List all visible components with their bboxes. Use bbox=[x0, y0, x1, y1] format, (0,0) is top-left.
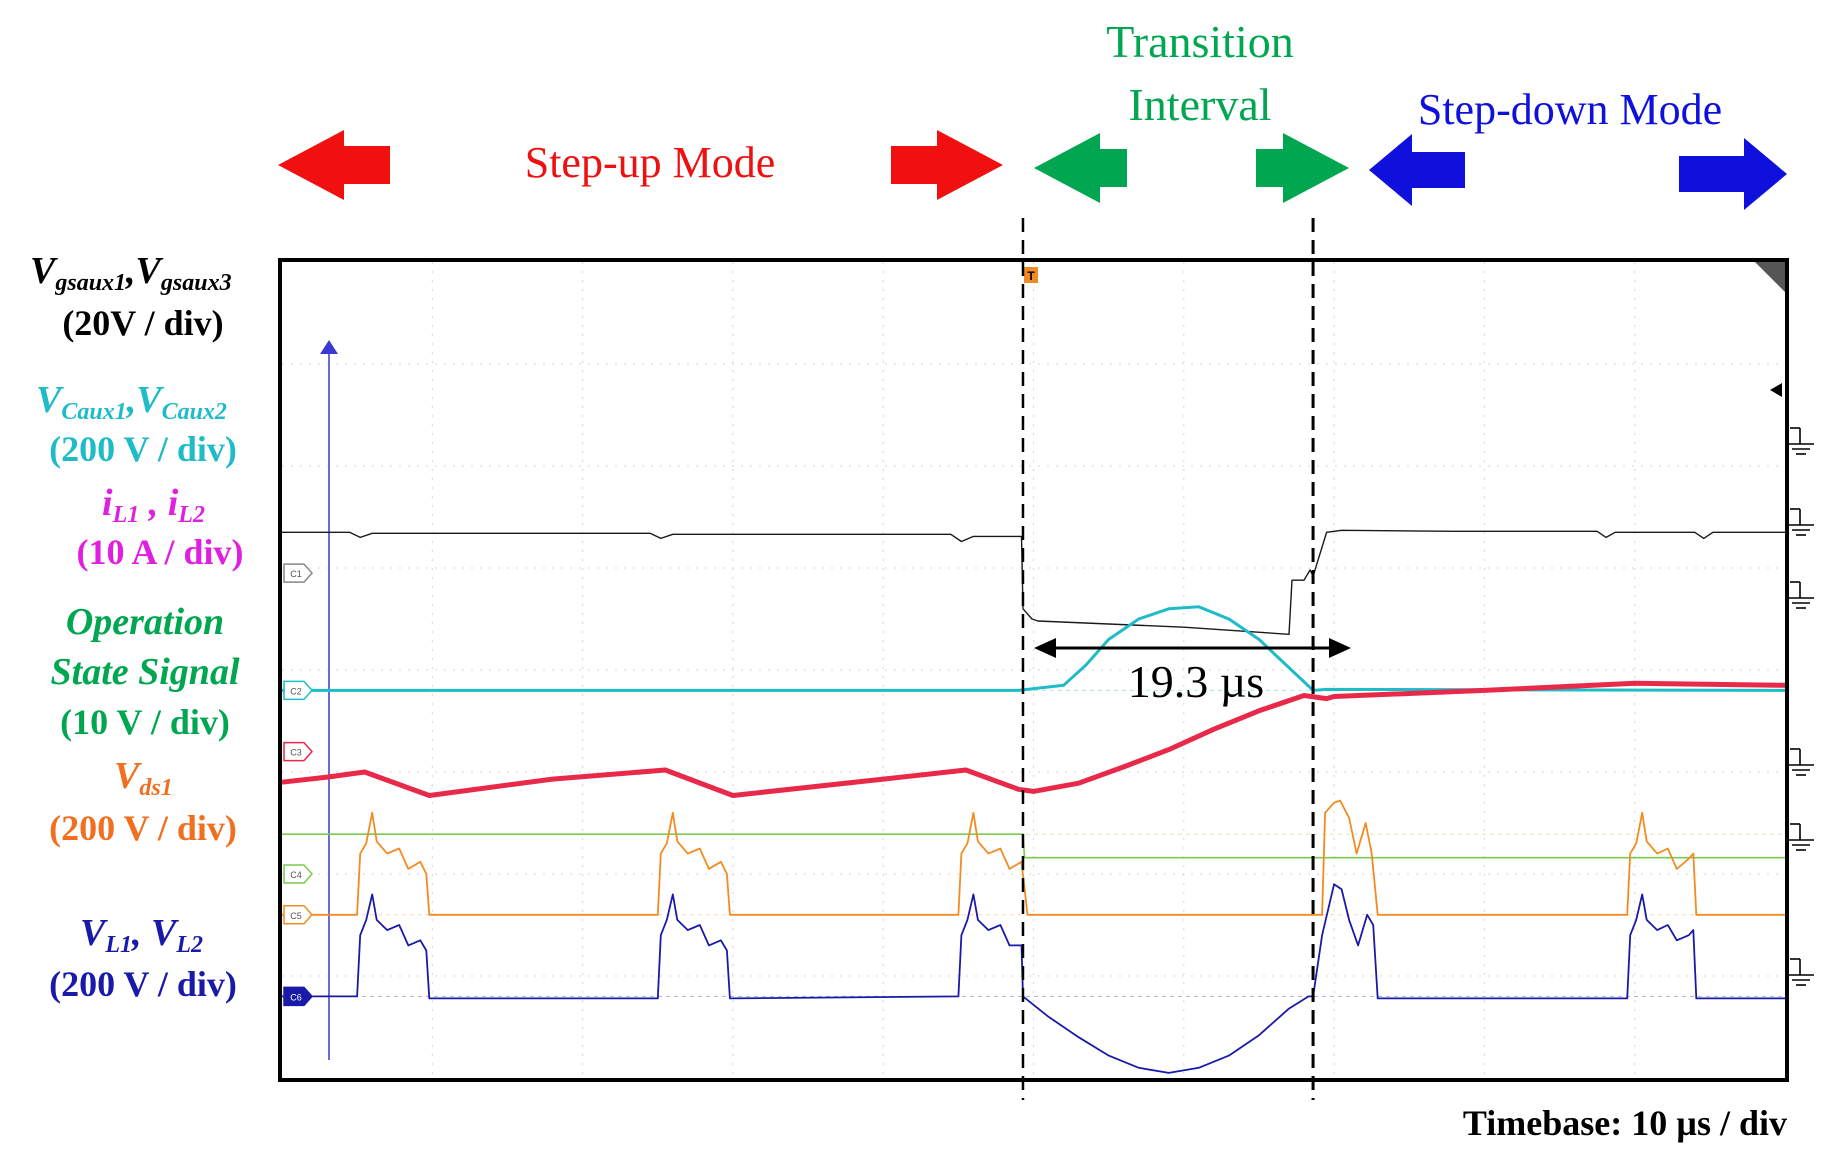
step-down-left-arrow-icon bbox=[1369, 134, 1465, 206]
duration-left-arrowhead-icon bbox=[1034, 638, 1056, 658]
step-up-left-arrow-icon bbox=[278, 130, 390, 200]
label-vcaux-line1: VCaux1,VCaux2 bbox=[36, 379, 227, 425]
step-up-mode-label: Step-up Mode bbox=[525, 138, 776, 187]
screen-corner-mark-icon bbox=[1755, 262, 1785, 292]
label-vl-scale: (200 V / div) bbox=[49, 964, 237, 1004]
trace-vds1 bbox=[282, 799, 1785, 916]
channel-marker-text: C1 bbox=[290, 569, 302, 579]
ground-markers bbox=[1788, 427, 1814, 986]
label-il-line1: iL1 , iL2 bbox=[102, 482, 205, 528]
channel-marker-c6: C6 bbox=[283, 986, 314, 1007]
trace-vcaux1-vcaux2 bbox=[282, 605, 1786, 692]
label-il-scale: (10 A / div) bbox=[76, 532, 243, 572]
ground-icon bbox=[1788, 581, 1814, 609]
channel-marker-shape bbox=[283, 680, 314, 701]
duration-right-arrowhead-icon bbox=[1329, 638, 1351, 658]
duration-label: 19.3 µs bbox=[1128, 656, 1264, 707]
label-vgs-line1: Vgsaux1,Vgsaux3 bbox=[30, 250, 232, 296]
scope-screen bbox=[278, 258, 1789, 1082]
channel-marker-c3: C3 bbox=[283, 741, 314, 762]
channel-marker-text: C6 bbox=[290, 992, 302, 1002]
channel-marker-c4: C4 bbox=[283, 864, 314, 884]
mode-header: Step-up Mode Transition Interval Step-do… bbox=[278, 16, 1787, 210]
timebase-label: Timebase: 10 µs / div bbox=[1463, 1103, 1787, 1143]
channel-markers: C1 C2 C3 C4 C5 C6 bbox=[283, 563, 314, 1007]
label-op-line1: Operation bbox=[66, 601, 224, 643]
trace-vgsaux1-vgsaux3 bbox=[282, 529, 1785, 635]
scope-grid bbox=[282, 262, 1785, 1078]
ground-icon bbox=[1788, 958, 1814, 986]
duration-measurement: 19.3 µs bbox=[1034, 638, 1351, 707]
trigger-marker: T bbox=[1024, 267, 1038, 283]
trigger-level-arrow-icon bbox=[1770, 383, 1782, 397]
channel-marker-text: C2 bbox=[290, 686, 302, 696]
channel-labels: Vgsaux1,Vgsaux3 (20V / div) VCaux1,VCaux… bbox=[30, 250, 244, 1004]
channel-marker-c1: C1 bbox=[283, 563, 314, 583]
label-op-line2: State Signal bbox=[51, 651, 240, 693]
channel-marker-c5: C5 bbox=[283, 905, 314, 925]
channel-marker-c2: C2 bbox=[283, 680, 314, 701]
transition-left-arrow-icon bbox=[1034, 133, 1127, 203]
cursor-arrow-icon bbox=[320, 340, 338, 354]
label-vds-line1: Vds1 bbox=[114, 755, 173, 801]
transition-right-arrow-icon bbox=[1256, 133, 1349, 203]
channel-marker-shape bbox=[283, 741, 314, 762]
channel-marker-text: C3 bbox=[290, 748, 302, 758]
label-op-scale: (10 V / div) bbox=[60, 702, 230, 742]
label-vgs-scale: (20V / div) bbox=[62, 303, 223, 343]
channel-marker-text: C5 bbox=[290, 911, 302, 921]
plot-area: T C1 C2 C3 C4 C5 C6 bbox=[278, 258, 1814, 1082]
transition-label-line1: Transition bbox=[1106, 16, 1293, 67]
label-vcaux-scale: (200 V / div) bbox=[49, 429, 237, 469]
step-down-right-arrow-icon bbox=[1679, 138, 1787, 210]
channel-marker-text: C4 bbox=[290, 870, 302, 880]
step-down-mode-label: Step-down Mode bbox=[1418, 85, 1722, 134]
step-up-right-arrow-icon bbox=[891, 130, 1003, 200]
ground-icon bbox=[1788, 823, 1814, 851]
trigger-marker-text: T bbox=[1027, 269, 1035, 283]
trace-il1-il2 bbox=[281, 680, 1786, 798]
ground-icon bbox=[1788, 427, 1814, 455]
channel-marker-shape bbox=[283, 864, 314, 884]
label-vds-scale: (200 V / div) bbox=[49, 808, 237, 848]
ground-icon bbox=[1788, 508, 1814, 536]
transition-label-line2: Interval bbox=[1128, 79, 1271, 130]
ground-icon bbox=[1788, 748, 1814, 776]
channel-marker-shape bbox=[283, 986, 314, 1007]
label-vl-line1: VL1, VL2 bbox=[80, 912, 203, 958]
channel-marker-shape bbox=[283, 563, 314, 583]
channel-marker-shape bbox=[283, 905, 314, 925]
